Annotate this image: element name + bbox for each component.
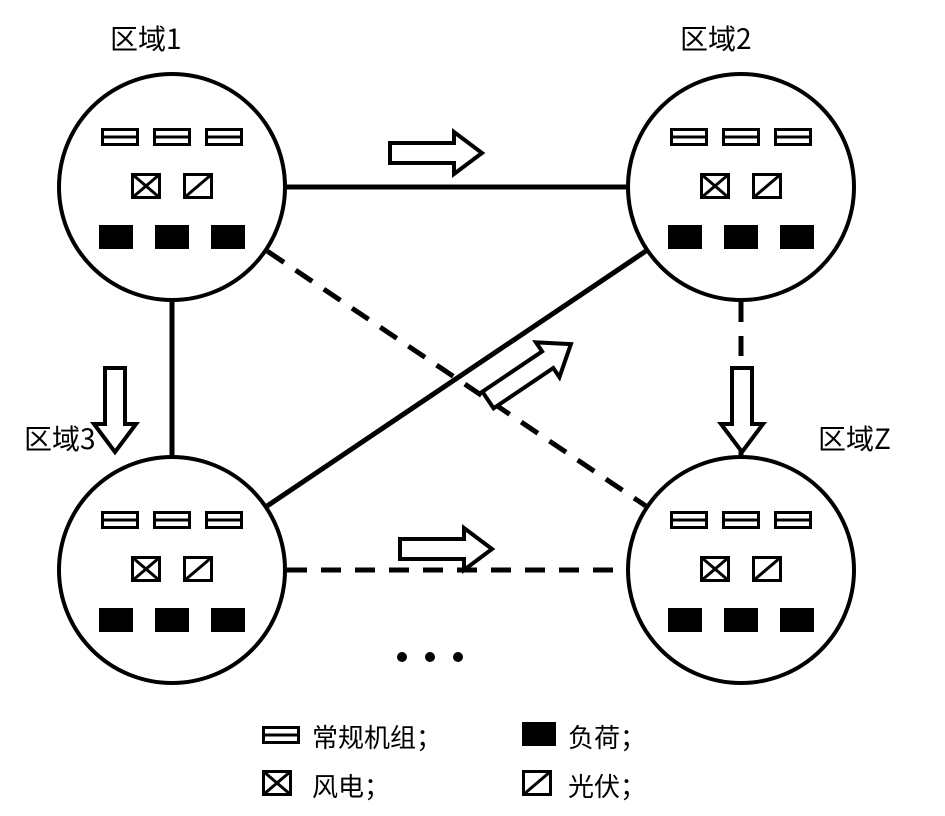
zone-zZ-row-1 xyxy=(700,556,782,587)
edge-z3-z2 xyxy=(267,251,645,506)
legend-icon-wind xyxy=(262,770,312,801)
edge-z1-zZ xyxy=(267,251,645,506)
legend-label-conventional_unit: 常规机组； xyxy=(312,718,522,755)
load-icon xyxy=(668,608,702,637)
conventional_unit-icon xyxy=(101,127,139,151)
pv-icon xyxy=(522,770,552,801)
zone-zZ-row-0 xyxy=(670,510,812,534)
load-icon xyxy=(724,608,758,637)
conventional_unit-icon xyxy=(101,510,139,534)
legend-label-load: 负荷； xyxy=(568,718,646,755)
pv-icon xyxy=(183,556,213,587)
wind-icon xyxy=(700,173,730,204)
conventional_unit-icon xyxy=(774,510,812,534)
load-icon xyxy=(99,225,133,254)
conventional_unit-icon xyxy=(722,510,760,534)
node-label-zZ: 区域Z xyxy=(818,418,891,458)
node-label-z3: 区域3 xyxy=(24,418,96,458)
conventional_unit-icon xyxy=(670,510,708,534)
wind-icon xyxy=(131,173,161,204)
load-icon xyxy=(780,608,814,637)
load-icon xyxy=(155,225,189,254)
zone-z3-row-0 xyxy=(101,510,243,534)
legend-label-pv: 光伏； xyxy=(568,767,646,804)
legend-icon-conventional_unit xyxy=(262,725,312,749)
load-icon xyxy=(780,225,814,254)
node-label-z1: 区域1 xyxy=(110,18,182,58)
zone-z2-row-2 xyxy=(668,225,814,254)
load-icon xyxy=(211,608,245,637)
zone-z1-row-2 xyxy=(99,225,245,254)
wind-icon xyxy=(262,770,292,801)
zone-z1-row-1 xyxy=(131,173,213,204)
zone-z1-row-0 xyxy=(101,127,243,151)
legend-icon-pv xyxy=(522,770,568,801)
flow-arrow-0 xyxy=(390,132,482,174)
conventional_unit-icon xyxy=(205,510,243,534)
zone-zZ-row-2 xyxy=(668,608,814,637)
conventional_unit-icon xyxy=(722,127,760,151)
pv-icon xyxy=(752,173,782,204)
pv-icon xyxy=(752,556,782,587)
wind-icon xyxy=(700,556,730,587)
conventional_unit-icon xyxy=(774,127,812,151)
pv-icon xyxy=(183,173,213,204)
flow-arrow-1 xyxy=(94,368,136,452)
conventional_unit-icon xyxy=(205,127,243,151)
conventional_unit-icon xyxy=(670,127,708,151)
wind-icon xyxy=(131,556,161,587)
legend-label-wind: 风电； xyxy=(312,767,522,804)
zone-z2-row-0 xyxy=(670,127,812,151)
zone-z3-row-2 xyxy=(99,608,245,637)
conventional_unit-icon xyxy=(153,127,191,151)
load-icon xyxy=(211,225,245,254)
load-icon xyxy=(99,608,133,637)
conventional_unit-icon xyxy=(262,725,300,749)
zone-z3-row-1 xyxy=(131,556,213,587)
flow-arrow-2 xyxy=(721,368,763,452)
flow-arrow-3 xyxy=(476,327,582,418)
node-label-z2: 区域2 xyxy=(680,18,752,58)
zone-z2-row-1 xyxy=(700,173,782,204)
conventional_unit-icon xyxy=(153,510,191,534)
load-icon xyxy=(724,225,758,254)
legend-icon-load xyxy=(522,722,568,751)
flow-arrow-4 xyxy=(400,528,492,570)
load-icon xyxy=(668,225,702,254)
diagram-canvas: 区域1 区域2 区域3 区域Z 常规机组； 负荷； 风电； 光伏； xyxy=(0,0,945,816)
load-icon xyxy=(155,608,189,637)
ellipsis-dots xyxy=(397,652,463,662)
legend: 常规机组； 负荷； 风电； 光伏； xyxy=(262,718,646,804)
load-icon xyxy=(522,722,556,751)
